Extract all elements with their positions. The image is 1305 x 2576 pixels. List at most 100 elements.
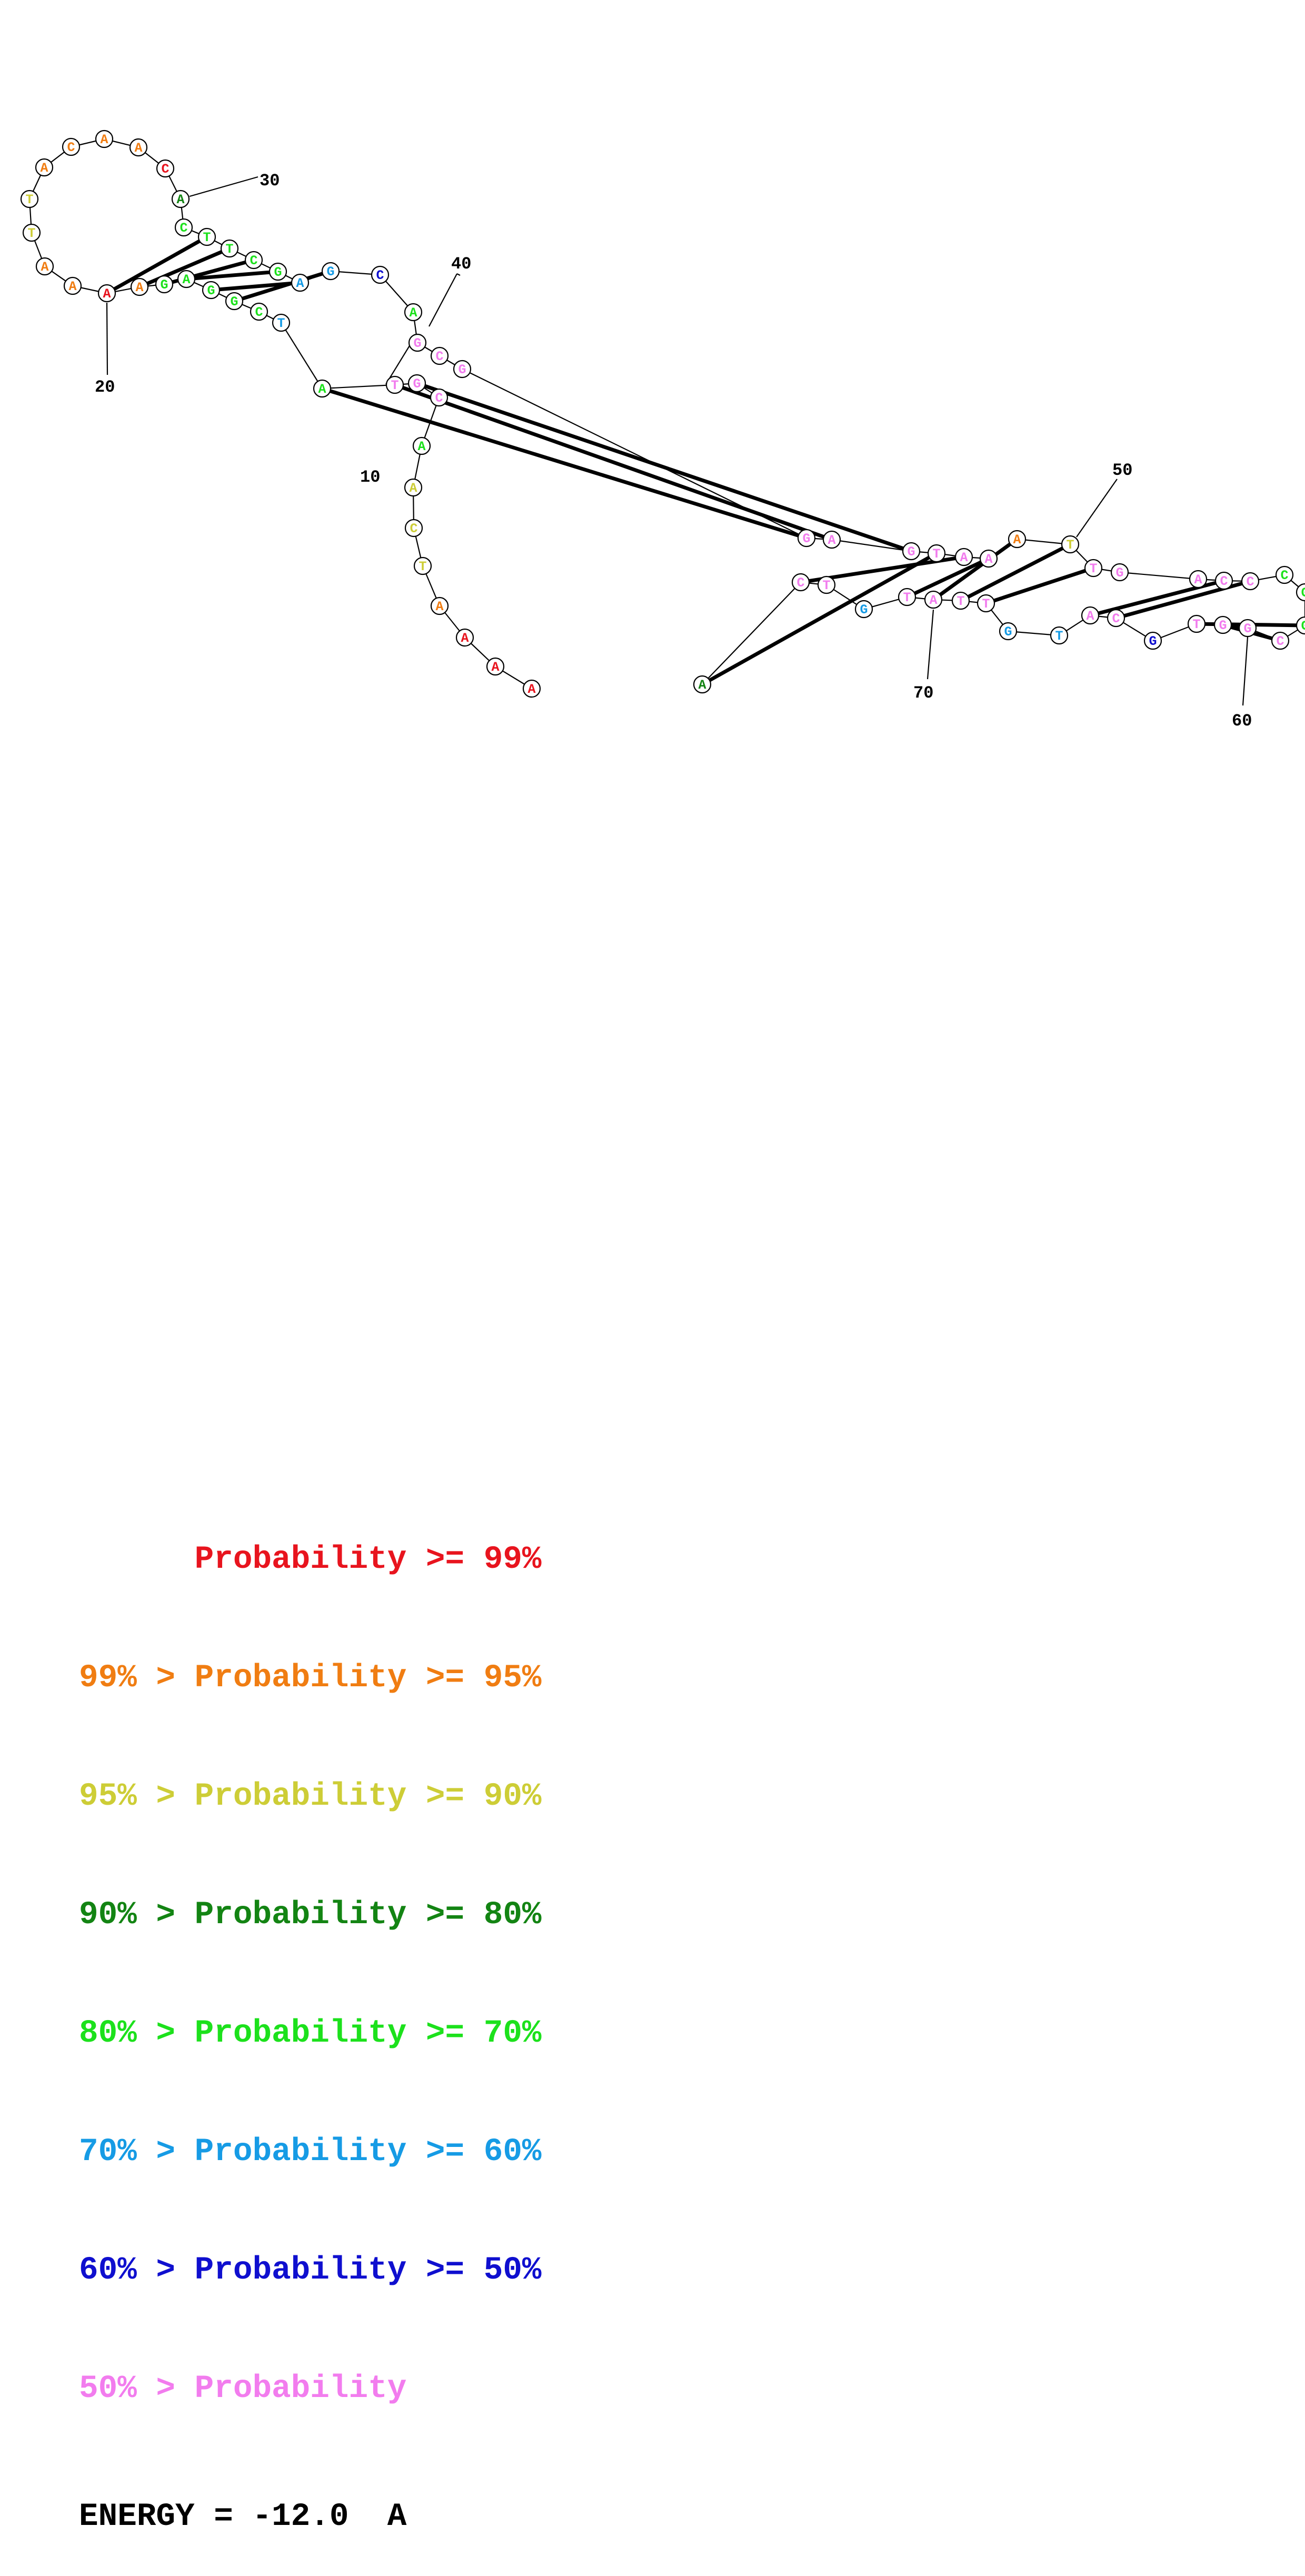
nucleotide-circle — [797, 529, 816, 548]
nucleotide: C — [174, 218, 193, 237]
nucleotide-circle — [455, 628, 474, 647]
position-label-40: 40 — [451, 254, 471, 274]
nucleotide: G — [408, 333, 427, 352]
nucleotide-letter: T — [1066, 538, 1074, 553]
nucleotide-circle — [250, 302, 268, 321]
nucleotide-letter: C — [250, 253, 257, 268]
nucleotide-letter: G — [274, 265, 282, 280]
backbone-segment — [702, 582, 801, 685]
nucleotide-circle — [129, 138, 148, 157]
nucleotide-letter: T — [1055, 629, 1063, 644]
position-label-30: 30 — [260, 171, 280, 191]
nucleotide-letter: G — [326, 264, 334, 280]
nucleotide: T — [22, 223, 41, 242]
nucleotide-letter: A — [68, 279, 76, 294]
nucleotide-letter: T — [25, 192, 33, 207]
nucleotide: A — [455, 628, 474, 647]
nucleotide: C — [371, 265, 390, 284]
nucleotide-letter: A — [527, 682, 535, 697]
nucleotide: C — [250, 302, 268, 321]
nucleotide-letter: A — [41, 260, 48, 275]
nucleotide-letter: G — [860, 602, 868, 618]
base-pair-bond — [906, 556, 990, 599]
position-label-60: 60 — [1232, 711, 1252, 731]
nucleotide: A — [404, 478, 423, 497]
legend-row-p95: 99% > Probability >= 95% — [79, 1660, 542, 1696]
nucleotide: A — [522, 679, 541, 698]
nucleotide-circle — [1238, 619, 1257, 638]
nucleotide-circle — [313, 379, 332, 398]
nucleotide-letter: A — [296, 276, 304, 291]
nucleotide-letter: A — [435, 599, 443, 614]
nucleotide-circle — [202, 281, 221, 300]
nucleotide-circle — [902, 542, 921, 561]
nucleotide: A — [129, 138, 148, 157]
nucleotide-letter: T — [982, 596, 990, 612]
nucleotide-circle — [404, 303, 423, 322]
nucleotide: T — [197, 227, 216, 246]
nucleotide: C — [430, 346, 449, 365]
nucleotide: C — [156, 159, 175, 178]
nucleotide-letter: A — [100, 132, 108, 147]
nucleotide: C — [1271, 631, 1290, 650]
nucleotide-circle — [35, 158, 54, 177]
nucleotide-letter: T — [203, 230, 211, 245]
legend-row-p90: 95% > Probability >= 90% — [79, 1778, 542, 1815]
base-pair-bond — [211, 281, 301, 292]
nucleotide: T — [385, 375, 404, 394]
nucleotide: G — [1296, 583, 1305, 602]
nucleotide: A — [430, 596, 449, 615]
energy-label: ENERGY = -12.0 A — [79, 2499, 407, 2535]
nucleotide-letter: G — [1115, 565, 1123, 581]
nucleotide-circle — [412, 436, 431, 455]
nucleotide-circle — [268, 262, 287, 281]
nucleotide-circle — [954, 548, 973, 566]
legend-row-p70: 80% > Probability >= 70% — [79, 2015, 542, 2052]
nucleotide-circle — [385, 375, 404, 394]
nucleotide: T — [1061, 535, 1080, 554]
nucleotide-circle — [1008, 530, 1027, 549]
nucleotide-letter: C — [1220, 574, 1228, 589]
nucleotide-letter: T — [932, 546, 940, 562]
nucleotide-letter: T — [277, 316, 285, 331]
nucleotide: A — [35, 158, 54, 177]
nucleotide-circle — [95, 130, 114, 148]
nucleotide-letter: C — [180, 221, 187, 236]
nucleotide-circle — [171, 190, 190, 208]
nucleotide-letter: A — [828, 533, 835, 548]
nucleotide-letter: C — [161, 162, 169, 177]
nucleotide-letter: A — [409, 305, 417, 321]
nucleotide: G — [902, 542, 921, 561]
nucleotide-circle — [1084, 559, 1103, 578]
nucleotide: C — [1275, 565, 1294, 584]
backbone-segment — [322, 384, 395, 390]
position-label-50: 50 — [1112, 461, 1132, 480]
nucleotide-letter: A — [929, 593, 937, 608]
position-tick-40-b — [429, 273, 457, 327]
nucleotide-circle — [1143, 631, 1162, 650]
nucleotide: A — [35, 257, 54, 276]
nucleotide-letter: G — [458, 362, 466, 377]
nucleotide-circle — [156, 159, 175, 178]
nucleotide-circle — [413, 556, 432, 575]
nucleotide: T — [220, 239, 239, 258]
nucleotide: A — [924, 590, 943, 609]
position-tick-40 — [456, 273, 461, 276]
nucleotide-circle — [291, 273, 310, 292]
nucleotide-letter: C — [376, 268, 384, 283]
nucleotide-circle — [430, 346, 449, 365]
backbone-layer — [28, 138, 1305, 689]
nucleotide-circle — [177, 270, 196, 289]
nucleotide: G — [1296, 616, 1305, 635]
nucleotide-circle — [220, 239, 239, 258]
nucleotide-letter: A — [1086, 609, 1094, 624]
nucleotide-circle — [22, 223, 41, 242]
nucleotide-circle — [225, 292, 244, 311]
nucleotide-circle — [404, 478, 423, 497]
nucleotide-letter: C — [796, 575, 804, 591]
position-tick-50 — [1076, 479, 1118, 538]
nucleotide-circle — [130, 277, 149, 296]
nucleotide-letter: T — [27, 226, 35, 241]
nucleotide: A — [693, 675, 712, 694]
nucleotide-circle — [817, 575, 836, 594]
